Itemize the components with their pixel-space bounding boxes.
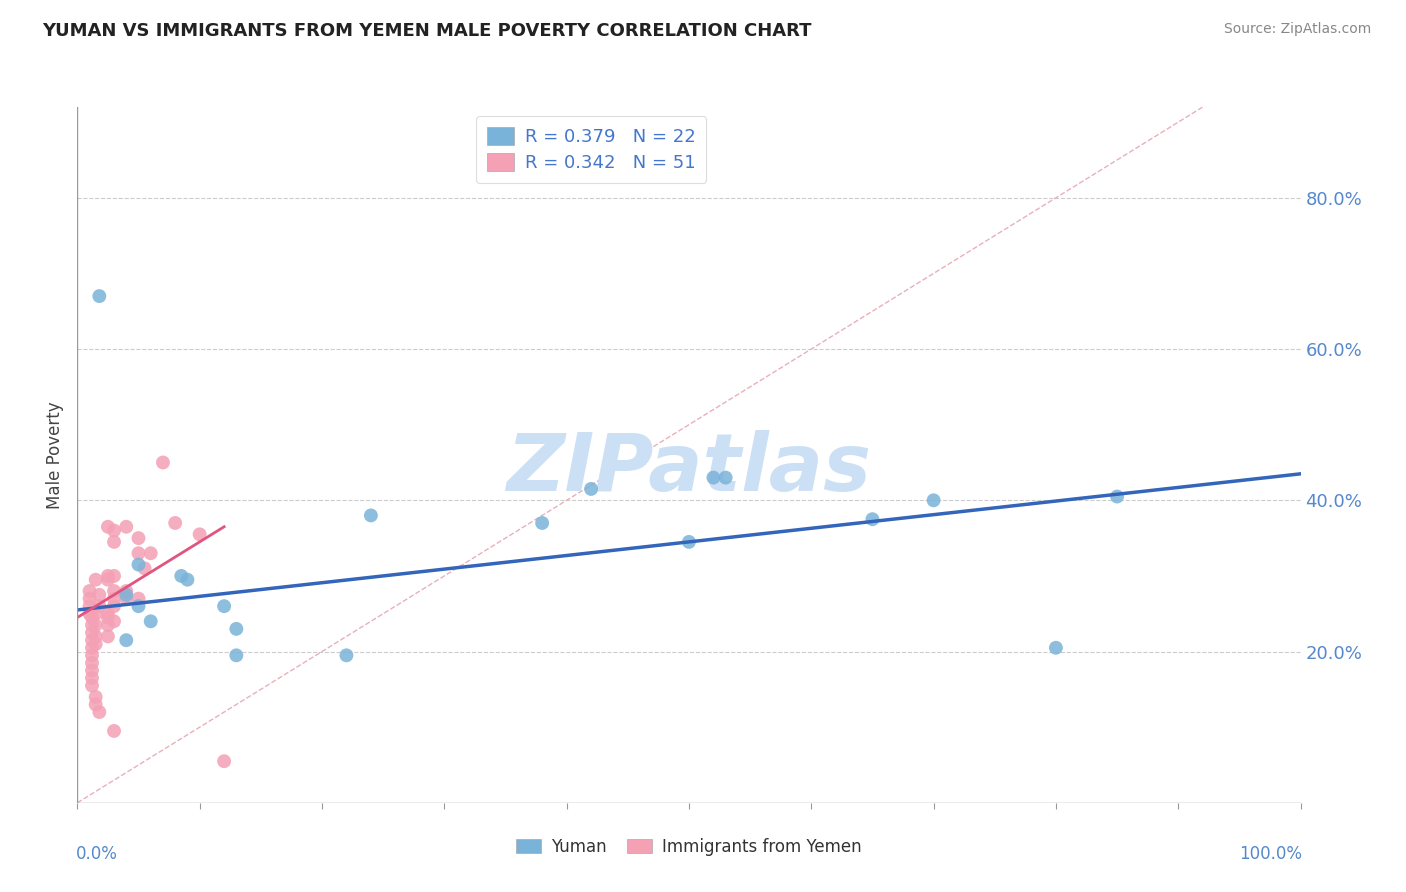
Point [128,591,150,606]
Point [139,546,162,560]
Point [80,610,103,624]
Point [922,493,945,508]
Point [97,520,120,534]
Point [212,754,235,768]
Point [84,607,107,621]
Point [678,535,700,549]
Point [89,705,111,719]
Text: 0.0%: 0.0% [76,845,118,863]
Point [80,618,103,632]
Point [80,679,103,693]
Point [89,599,111,614]
Point [335,648,357,663]
Point [84,573,107,587]
Point [97,607,120,621]
Point [84,637,107,651]
Point [103,723,125,738]
Point [80,648,103,663]
Point [115,584,138,599]
Point [115,633,138,648]
Point [80,664,103,678]
Point [115,591,138,606]
Point [79,607,101,621]
Point [1045,640,1067,655]
Point [152,455,174,469]
Point [115,520,138,534]
Point [212,599,235,614]
Point [862,512,884,526]
Point [103,535,125,549]
Point [115,588,138,602]
Point [103,524,125,538]
Point [165,516,187,530]
Point [89,289,111,303]
Point [79,591,101,606]
Point [103,615,125,629]
Point [84,698,107,712]
Point [84,629,107,643]
Point [97,610,120,624]
Point [84,690,107,704]
Point [84,618,107,632]
Point [128,546,150,560]
Point [128,531,150,545]
Point [128,558,150,572]
Point [103,584,125,599]
Point [531,516,554,530]
Point [79,599,101,614]
Point [134,561,156,575]
Point [714,470,737,484]
Point [188,527,211,541]
Text: YUMAN VS IMMIGRANTS FROM YEMEN MALE POVERTY CORRELATION CHART: YUMAN VS IMMIGRANTS FROM YEMEN MALE POVE… [42,22,811,40]
Point [103,599,125,614]
Point [89,588,111,602]
Point [80,671,103,685]
Point [1107,490,1129,504]
Point [176,573,198,587]
Point [80,640,103,655]
Point [97,629,120,643]
Point [702,470,724,484]
Point [170,569,193,583]
Text: 100.0%: 100.0% [1239,845,1302,863]
Point [80,625,103,640]
Y-axis label: Male Poverty: Male Poverty [46,401,65,508]
Point [103,569,125,583]
Point [80,633,103,648]
Point [103,591,125,606]
Point [225,648,247,663]
Point [225,622,247,636]
Text: ZIPatlas: ZIPatlas [506,430,872,508]
Point [579,482,602,496]
Point [79,584,101,599]
Point [139,615,162,629]
Point [128,599,150,614]
Legend: Yuman, Immigrants from Yemen: Yuman, Immigrants from Yemen [508,830,870,864]
Text: Source: ZipAtlas.com: Source: ZipAtlas.com [1223,22,1371,37]
Point [97,618,120,632]
Point [97,569,120,583]
Point [360,508,382,523]
Point [80,656,103,670]
Point [97,573,120,587]
